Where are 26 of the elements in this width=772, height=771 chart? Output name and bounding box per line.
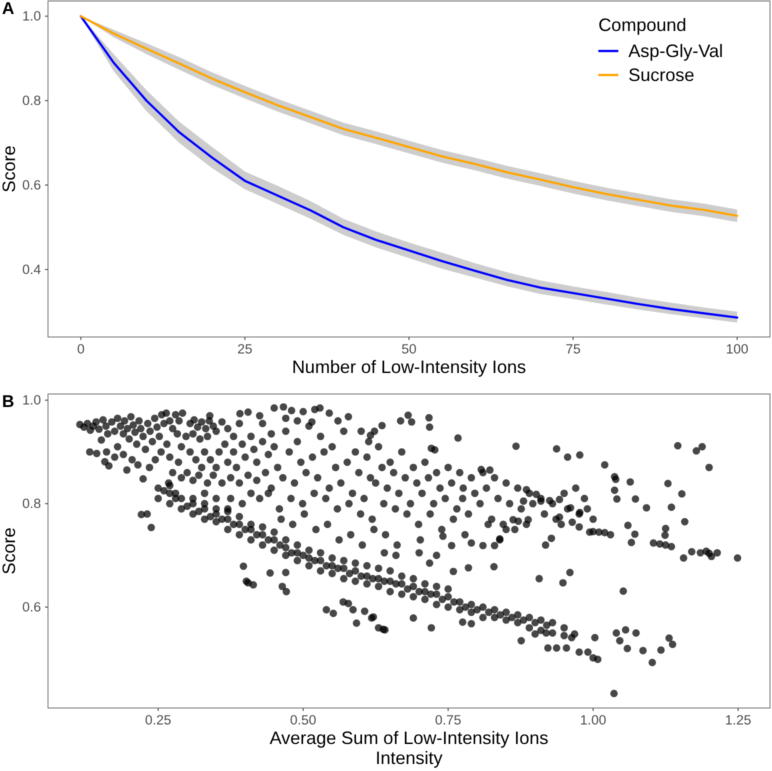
y-tick-label: 0.6 [22,177,41,192]
legend-title: Compound [598,15,686,35]
text: A [2,0,14,18]
x-axis-title: Number of Low-Intensity Ions [292,357,526,377]
y-tick-label: 0.8 [22,92,41,108]
x-tick-label: 100 [726,342,748,357]
x-tick-label: 0.75 [435,712,462,728]
x-tick-label: 1.25 [724,712,752,728]
x-axis-title: Average Sum of Low-Intensity Ions Intensity [270,728,548,768]
y-tick-label: 0.8 [22,496,41,511]
legend-label: Asp-Gly-Val [628,41,723,61]
y-tick-label: 0.4 [22,262,42,277]
text: B [2,392,14,411]
x-tick-label: 0 [77,342,85,357]
y-tick-label: 1.0 [22,392,41,408]
x-tick-label: 0.25 [145,712,172,728]
x-tick-label: 0.50 [290,712,316,728]
y-tick-label: 1.0 [22,8,41,24]
x-tick-label: 75 [566,342,581,357]
x-tick-label: 1.00 [580,712,606,728]
y-axis-title: Score [0,145,19,193]
y-tick-label: 0.6 [22,599,41,614]
legend-label: Sucrose [628,65,694,85]
y-axis-title: Score [0,527,19,575]
x-tick-label: 50 [401,342,417,357]
x-tick-label: 25 [237,342,252,357]
